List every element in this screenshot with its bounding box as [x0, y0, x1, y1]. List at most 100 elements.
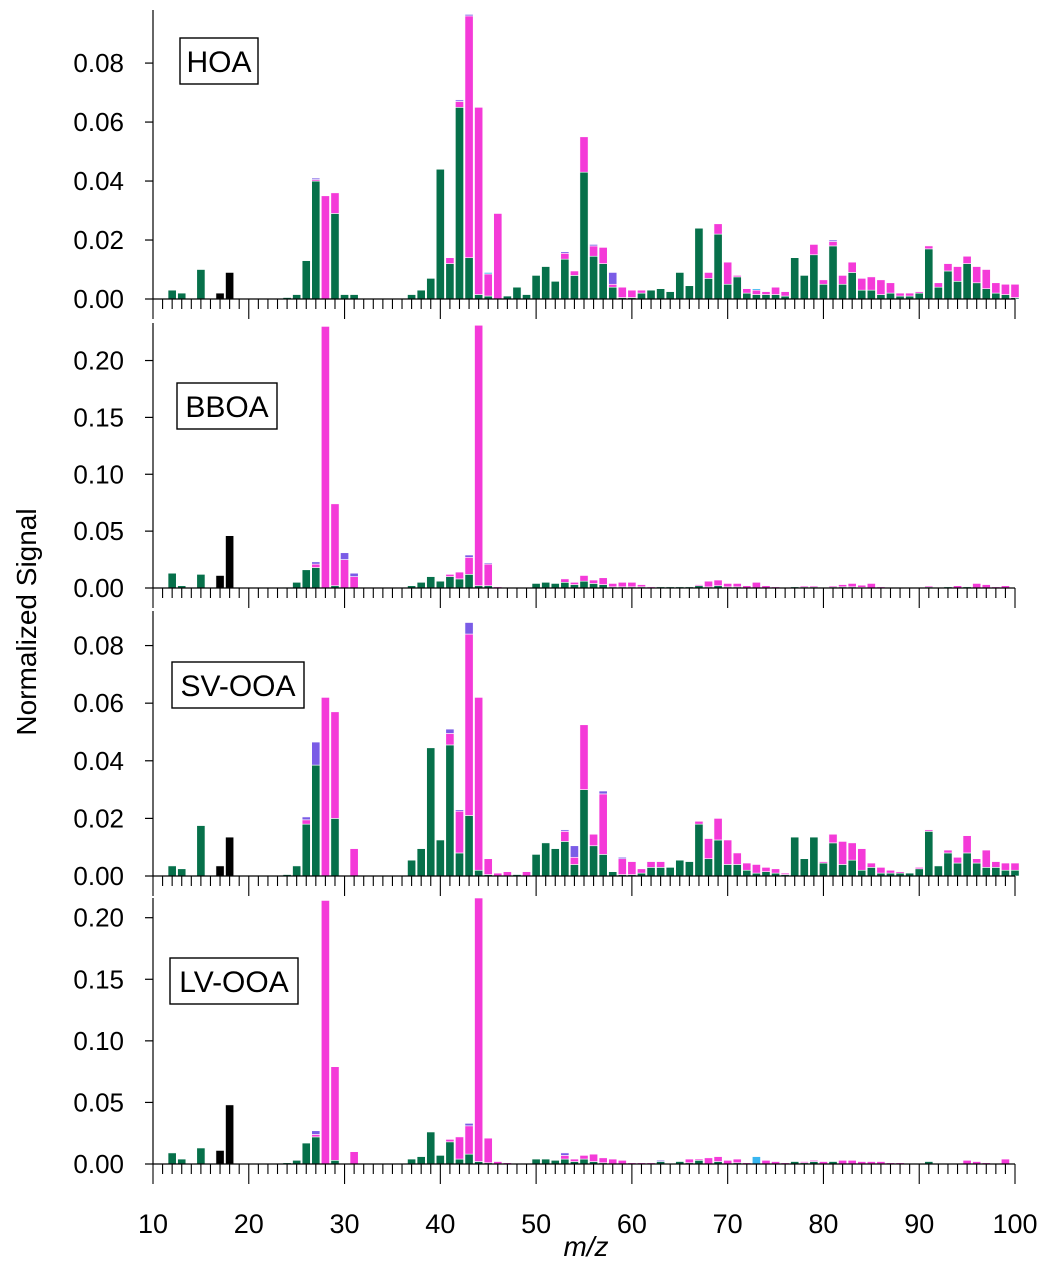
- x-tick-label: 100: [992, 1209, 1037, 1239]
- y-tick-label: 0.15: [73, 964, 124, 994]
- panel-title: HOA: [186, 46, 251, 79]
- bar-mz53-chogt1: [560, 829, 570, 832]
- bar-mz86-cho1: [876, 867, 886, 874]
- bar-mz68-cho1: [704, 1157, 713, 1165]
- bar-mz87-cho1: [886, 282, 895, 294]
- bar-mz99-ch: [1000, 869, 1010, 877]
- bar-mz94-cho1: [953, 856, 962, 864]
- y-tick-label: 0.06: [73, 688, 124, 718]
- bar-mz29-ch: [330, 818, 340, 877]
- x-tick-label: 50: [521, 1209, 551, 1239]
- bar-mz27-chogt1: [311, 561, 321, 565]
- bar-mz30-ch: [340, 294, 349, 300]
- bar-mz41-chogt1: [445, 728, 455, 734]
- bar-mz42-ch: [455, 578, 464, 589]
- bar-mz75-cho1: [771, 868, 780, 874]
- bar-mz62-ch: [646, 289, 656, 300]
- bar-mz56-cho1: [589, 579, 599, 584]
- bar-mz28-cho1: [320, 326, 330, 589]
- bar-mz31-chogt1: [349, 572, 359, 577]
- bar-mz43-chogt1: [464, 622, 474, 635]
- bar-mz86-cho1: [876, 279, 886, 295]
- bar-mz56-ch: [589, 255, 599, 300]
- bar-mz37-ch: [407, 294, 417, 300]
- bar-mz58-cho1: [608, 283, 618, 288]
- bar-mz61-cho1: [637, 289, 646, 294]
- bar-mz28-cho1: [320, 697, 330, 877]
- bar-mz66-ch: [684, 861, 694, 877]
- bar-mz37-ch: [407, 1158, 417, 1165]
- bar-mz91-ch: [924, 248, 934, 300]
- y-tick-label: 0.08: [73, 631, 124, 661]
- panel-hoa: 0.00 0.02 0.04 0.06 0.08 HOA: [73, 10, 1020, 319]
- bar-mz72-cho1: [742, 862, 752, 871]
- bar-mz95-ch: [962, 263, 972, 300]
- bar-mz12-ch: [167, 865, 177, 877]
- bar-mz71-cho1: [732, 852, 742, 865]
- bar-mz48-ch: [512, 286, 522, 300]
- panel-title-box: [176, 382, 278, 430]
- bar-mz15-ch: [196, 574, 206, 589]
- bar-mz67-ch: [694, 823, 704, 877]
- bar-mz79-cho1: [809, 1160, 819, 1162]
- bar-mz43-cho1: [464, 1125, 474, 1155]
- bar-mz73-cho1: [751, 289, 761, 295]
- bar-mz84-ch: [857, 289, 867, 300]
- bar-mz41-cho1: [445, 733, 455, 746]
- bar-mz50-ch: [531, 854, 541, 877]
- bar-mz27-chogt1: [311, 741, 321, 766]
- x-tick-label: 10: [138, 1209, 168, 1239]
- bar-mz84-cho1: [857, 584, 867, 588]
- bar-mz57-cho1: [598, 793, 608, 855]
- bar-mz51-ch: [541, 266, 551, 300]
- bar-mz81-ch: [828, 842, 838, 877]
- bar-mz42-ch: [455, 107, 464, 300]
- bar-mz26-ch: [301, 569, 311, 589]
- bar-mz43-ch: [464, 815, 474, 877]
- bar-mz69-cho1: [713, 579, 723, 587]
- panel-title: BBOA: [185, 391, 268, 424]
- bar-mz42-cho1: [455, 1136, 464, 1160]
- bar-mz68-ch: [704, 858, 713, 877]
- bar-mz27-ch: [311, 764, 321, 877]
- bar-mz95-ch: [962, 852, 972, 877]
- bar-mz15-ch: [196, 825, 206, 877]
- bar-mz78-cho1: [799, 585, 809, 588]
- bar-mz69-cho1: [713, 818, 723, 841]
- bar-mz49-ch: [522, 294, 531, 300]
- bar-mz55-ch: [579, 1158, 589, 1165]
- bar-mz57-cho1: [598, 577, 608, 585]
- bar-mz31-ch: [349, 294, 359, 300]
- bar-mz56-chogt1: [589, 244, 599, 247]
- y-tick-label: 0.06: [73, 107, 124, 137]
- bar-mz92-ch: [933, 865, 943, 877]
- y-tick-label: 0.04: [73, 746, 124, 776]
- bar-mz53-cho1: [560, 252, 570, 260]
- bar-mz42-ch: [455, 1158, 464, 1165]
- bar-mz40-ch: [435, 1155, 445, 1165]
- bar-mz99-cho1: [1000, 1158, 1010, 1165]
- y-tick-label: 0.04: [73, 166, 124, 196]
- bar-mz13-ch: [177, 1158, 187, 1165]
- bar-mz31-cho1: [349, 1151, 359, 1165]
- bar-mz70-ch: [723, 283, 733, 300]
- bar-mz29-cho1: [330, 1066, 340, 1161]
- bar-mz41-cho1: [445, 574, 455, 577]
- bar-mz94-ch: [953, 281, 962, 300]
- panel-sv-ooa: 0.00 0.02 0.04 0.06 0.08 SV-OOA: [73, 611, 1020, 896]
- bar-mz97-ch: [981, 288, 991, 300]
- bar-mz88-cho1: [895, 292, 905, 297]
- bar-mz42-cho1: [455, 571, 464, 580]
- bar-mz61-cho1: [637, 868, 646, 874]
- bar-mz60-cho1: [627, 582, 637, 588]
- bar-mz70-cho1: [723, 583, 733, 588]
- bar-mz83-cho1: [847, 583, 857, 588]
- bar-mz73-chn: [751, 288, 761, 291]
- bar-mz98-cho1: [991, 282, 1001, 294]
- bar-mz13-ch: [177, 868, 187, 877]
- bar-mz43-cho1: [464, 556, 474, 575]
- panel-title: LV-OOA: [179, 966, 288, 999]
- bar-mz64-ch: [665, 291, 675, 300]
- bar-mz46-cho1: [493, 213, 503, 300]
- bar-mz45-cho1: [483, 1137, 493, 1164]
